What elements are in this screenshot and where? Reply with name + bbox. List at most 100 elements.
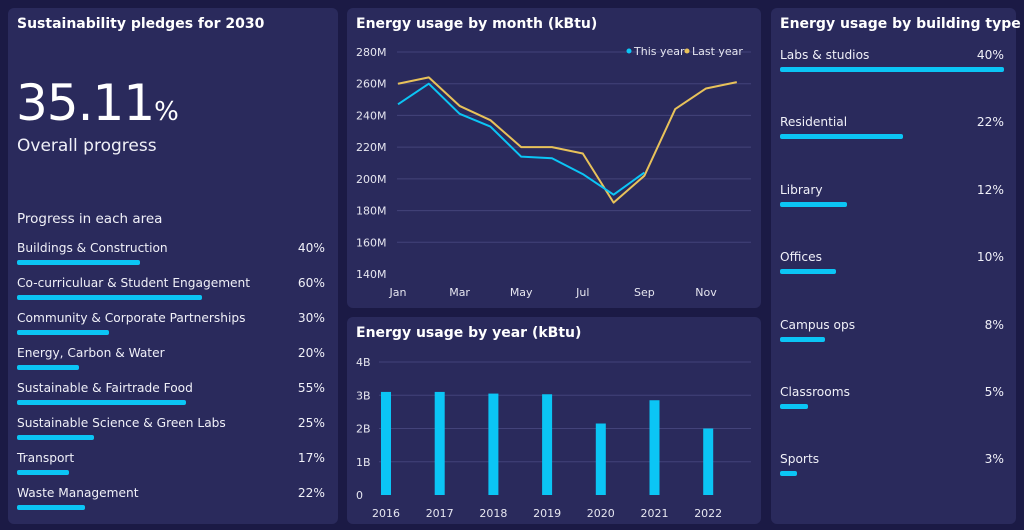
- area-row-community-and-corporate-partnerships: Community & Corporate Partnerships 30%: [17, 311, 325, 341]
- building-value: 3%: [984, 452, 1004, 467]
- month-x-tick-label: Sep: [634, 286, 655, 299]
- area-row-transport: Transport 17%: [17, 451, 325, 481]
- legend-label-last-year: Last year: [692, 45, 743, 58]
- area-value: 17%: [297, 451, 325, 465]
- area-progress-bar: [17, 505, 85, 510]
- month-y-tick-label: 260M: [356, 78, 387, 91]
- year-bar-2018: [488, 393, 499, 495]
- area-label: Sustainable Science & Green Labs: [17, 416, 226, 430]
- building-title: Energy usage by building type: [780, 16, 1021, 32]
- building-value: 40%: [976, 48, 1004, 62]
- overall-progress-number: 35.11: [16, 74, 155, 132]
- area-label: Sustainable & Fairtrade Food: [17, 381, 193, 395]
- overall-progress-label: Overall progress: [17, 136, 157, 156]
- building-bar-track: [780, 336, 1004, 342]
- area-value: 60%: [297, 276, 325, 290]
- year-bar-2019: [542, 394, 553, 495]
- area-label: Co-curriculuar & Student Engagement: [17, 276, 251, 290]
- building-value: 10%: [976, 250, 1004, 265]
- year-bar-2020: [595, 423, 606, 495]
- area-bar-track: [17, 295, 325, 300]
- area-bar-track: [17, 330, 325, 335]
- area-progress-bar: [17, 400, 187, 405]
- building-bar-track: [780, 67, 1004, 72]
- month-y-tick-label: 160M: [356, 236, 387, 249]
- building-row-labs-and-studios: Labs & studios 40%: [780, 48, 1004, 78]
- area-label: Waste Management: [17, 486, 139, 500]
- building-value: 22%: [976, 115, 1004, 130]
- building-row-library: Library 12%: [780, 183, 1004, 213]
- area-progress-bar: [17, 470, 70, 475]
- building-value: 8%: [984, 317, 1004, 332]
- area-value: 20%: [297, 346, 325, 360]
- area-bar-track: [17, 505, 325, 510]
- building-label: Residential: [780, 115, 848, 130]
- area-label: Buildings & Construction: [17, 241, 168, 255]
- year-y-tick-label: 1B: [356, 456, 371, 469]
- year-bar-2022: [703, 428, 714, 495]
- year-y-tick-label: 3B: [356, 389, 371, 402]
- month-x-tick-label: Jul: [575, 286, 589, 299]
- year-chart-title: Energy usage by year (kBtu): [356, 325, 582, 341]
- year-y-tick-label: 2B: [356, 423, 371, 436]
- year-bar-2017: [434, 391, 445, 495]
- year-y-tick-label: 4B: [356, 356, 371, 369]
- area-value: 55%: [297, 381, 325, 395]
- overall-progress-unit: %: [154, 97, 179, 127]
- area-progress-bar: [17, 330, 110, 335]
- legend-label-this-year: This year: [633, 45, 685, 58]
- areas-heading: Progress in each area: [17, 211, 163, 227]
- legend-dot-this-year: [626, 48, 632, 54]
- pledges-title: Sustainability pledges for 2030: [17, 16, 265, 32]
- year-x-tick-label: 2018: [479, 507, 507, 520]
- area-progress-bar: [17, 365, 79, 370]
- area-row-co-curriculuar-and-student-engagement: Co-curriculuar & Student Engagement 60%: [17, 276, 325, 306]
- year-x-tick-label: 2017: [426, 507, 454, 520]
- year-y-tick-label: 0: [356, 489, 363, 502]
- area-progress-bar: [17, 435, 94, 440]
- building-label: Offices: [780, 250, 822, 265]
- area-row-sustainable-science-and-green-labs: Sustainable Science & Green Labs 25%: [17, 416, 325, 446]
- area-bar-track: [17, 400, 325, 405]
- area-row-energy-carbon-and-water: Energy, Carbon & Water 20%: [17, 346, 325, 376]
- area-label: Community & Corporate Partnerships: [17, 311, 246, 325]
- year-x-tick-label: 2022: [694, 507, 722, 520]
- energy-by-month-panel: Energy usage by month (kBtu) 140M 160M 180…: [347, 8, 761, 308]
- energy-by-building-panel: Energy usage by building type Labs & stu…: [771, 8, 1021, 524]
- legend-dot-last-year: [684, 48, 690, 54]
- building-value: 5%: [984, 385, 1004, 399]
- area-bar-track: [17, 365, 325, 370]
- building-label: Labs & studios: [780, 48, 870, 62]
- building-bar-track: [780, 404, 1004, 409]
- month-chart-title: Energy usage by month (kBtu): [356, 16, 598, 32]
- overall-progress-value: 35.11%: [16, 74, 179, 132]
- area-bar-track: [17, 435, 325, 440]
- year-x-tick-label: 2021: [641, 507, 669, 520]
- building-share-bar: [780, 67, 1004, 72]
- building-bar-track: [780, 269, 1004, 275]
- month-y-tick-label: 280M: [356, 46, 387, 59]
- area-bar-track: [17, 470, 325, 475]
- building-share-bar: [780, 471, 797, 477]
- area-value: 30%: [297, 311, 325, 325]
- building-row-campus-ops: Campus ops 8%: [780, 318, 1004, 348]
- building-share-bar: [780, 336, 825, 342]
- area-progress-bar: [17, 260, 141, 265]
- month-y-tick-label: 220M: [356, 141, 387, 154]
- building-value: 12%: [976, 182, 1004, 197]
- area-value: 25%: [297, 416, 325, 430]
- area-bar-track: [17, 260, 325, 265]
- year-x-tick-label: 2016: [372, 507, 400, 520]
- building-bar-track: [780, 134, 1004, 140]
- energy-by-year-panel: Energy usage by year (kBtu) 0 1B 2B 3B 4B 201…: [347, 317, 761, 524]
- month-x-tick-label: Mar: [449, 286, 470, 299]
- month-y-tick-label: 140M: [356, 268, 387, 281]
- month-y-tick-label: 180M: [356, 205, 387, 218]
- year-bar-chart: 0 1B 2B 3B 4B 2016 2017 2018 2019 2020 2021 2022: [356, 356, 751, 520]
- area-row-sustainable-and-fairtrade-food: Sustainable & Fairtrade Food 55%: [17, 381, 325, 411]
- year-bar-2021: [649, 400, 660, 495]
- area-progress-bar: [17, 295, 202, 300]
- building-row-sports: Sports 3%: [780, 452, 1004, 482]
- building-label: Campus ops: [780, 317, 856, 332]
- month-y-tick-label: 200M: [356, 173, 387, 186]
